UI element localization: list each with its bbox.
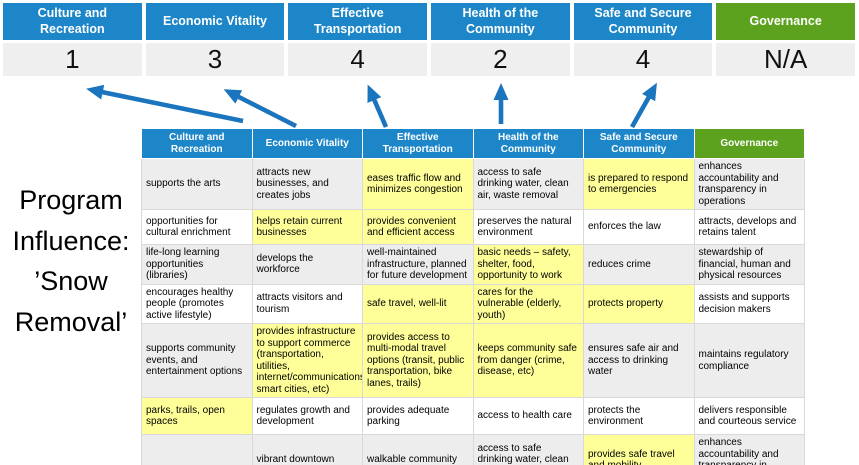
score-value-economic-vitality: 3 (145, 43, 285, 76)
matrix-cell-provides-adequate-parking: provides adequate parking (362, 397, 474, 435)
influence-arrow (86, 84, 244, 124)
matrix-cell-maintains-regulatory-compliance: maintains regulatory compliance (693, 323, 805, 398)
matrix-cell-safe-travel-well-lit: safe travel, well-lit (362, 283, 474, 324)
matrix-row: vibrant downtown walkable community access… (141, 434, 805, 465)
influence-arrow (629, 82, 657, 129)
scoreboard-header-health-of-the-community: Health of the Community (431, 3, 570, 40)
scoreboard-header-culture-and-recreation: Culture and Recreation (3, 3, 142, 40)
matrix-cell-delivers-responsible-and-courteous-servi: delivers responsible and courteous servi… (693, 397, 805, 435)
matrix-cell-basic-needs-safety-shelter-food-opportun: basic needs – safety, shelter, food, opp… (472, 244, 584, 285)
matrix-cell-parks-trails-open-spaces: parks, trails, open spaces (141, 397, 253, 435)
matrix-row: supports community events, and entertain… (141, 323, 805, 398)
matrix-cell-attracts-visitors-and-tourism: attracts visitors and tourism (251, 283, 363, 324)
program-label-line: Program (19, 185, 123, 215)
scoreboard-header-governance: Governance (716, 3, 855, 40)
matrix-cell-walkable-community: walkable community (362, 434, 474, 465)
matrix-cell-encourages-healthy-people-promotes-activ: encourages healthy people (promotes acti… (141, 283, 253, 324)
matrix-cell-is-prepared-to-respond-to-emergencies: is prepared to respond to emergencies (583, 158, 695, 210)
score-value-health-of-the-community: 2 (431, 43, 570, 76)
matrix-cell-protects-the-environment: protects the environment (583, 397, 695, 435)
matrix-cell-assists-and-supports-decision-makers: assists and supports decision makers (693, 283, 805, 324)
matrix-cell-ensures-safe-air-and-access-to-drinking-: ensures safe air and access to drinking … (583, 323, 695, 398)
matrix-cell-develops-the-workforce: develops the workforce (251, 244, 363, 285)
matrix-cell-opportunities-for-cultural-enrichment: opportunities for cultural enrichment (141, 209, 253, 245)
program-influence-label: Program Influence: ’Snow Removal’ (2, 180, 140, 342)
matrix-row: opportunities for cultural enrichment hel… (141, 209, 805, 245)
matrix-row: parks, trails, open spaces regulates grow… (141, 397, 805, 435)
matrix-cell-access-to-health-care: access to health care (472, 397, 584, 435)
matrix-header-effective-transportation: Effective Transportation (362, 128, 474, 159)
matrix-cell-empty (141, 434, 253, 465)
matrix-header-economic-vitality: Economic Vitality (251, 128, 363, 159)
influence-arrow (367, 84, 389, 128)
matrix-cell-supports-community-events-and-entertainm: supports community events, and entertain… (141, 323, 253, 398)
matrix-cell-provides-safe-travel-and-mobility: provides safe travel and mobility (583, 434, 695, 465)
matrix-cell-access-to-safe-drinking-water-clean-air-: access to safe drinking water, clean air… (472, 158, 584, 210)
matrix-cell-supports-the-arts: supports the arts (141, 158, 253, 210)
matrix-cell-eases-traffic-flow-and-minimizes-congest: eases traffic flow and minimizes congest… (362, 158, 474, 210)
matrix-header-health-of-the-community: Health of the Community (472, 128, 584, 159)
matrix-cell-attracts-new-businesses-and-creates-jobs: attracts new businesses, and creates job… (251, 158, 363, 210)
program-label-line: ’Snow (34, 266, 108, 296)
matrix-cell-reduces-crime: reduces crime (583, 244, 695, 285)
score-value-governance: N/A (716, 43, 855, 76)
scoreboard-header-band: Culture and Recreation Economic Vitality E… (3, 3, 855, 40)
matrix-header-row: Culture and Recreation Economic Vitality E… (141, 128, 805, 159)
matrix-header-safe-and-secure-community: Safe and Secure Community (583, 128, 695, 159)
score-value-culture-and-recreation: 1 (3, 43, 142, 76)
scoreboard-header-economic-vitality: Economic Vitality (145, 3, 285, 40)
matrix-row: supports the arts attracts new businesses… (141, 158, 805, 210)
scoreboard-header-effective-transportation: Effective Transportation (288, 3, 427, 40)
matrix-cell-life-long-learning-opportunities-librari: life-long learning opportunities (librar… (141, 244, 253, 285)
matrix-cell-provides-access-to-multi-modal-travel-op: provides access to multi-modal travel op… (362, 323, 474, 398)
matrix-cell-regulates-growth-and-development: regulates growth and development (251, 397, 363, 435)
matrix-row: life-long learning opportunities (librar… (141, 244, 805, 285)
influence-matrix: Culture and Recreation Economic Vitality E… (141, 128, 805, 465)
score-value-safe-and-secure-community: 4 (573, 43, 713, 76)
matrix-cell-stewardship-of-financial-human-and-physi: stewardship of financial, human and phys… (693, 244, 805, 285)
matrix-cell-provides-convenient-and-efficient-access: provides convenient and efficient access (362, 209, 474, 245)
scoreboard-header-safe-and-secure-community: Safe and Secure Community (573, 3, 713, 40)
matrix-cell-enhances-accountability-and-transparency: enhances accountability and transparency… (693, 434, 805, 465)
matrix-cell-preserves-the-natural-environment: preserves the natural environment (472, 209, 584, 245)
matrix-cell-provides-infrastructure-to-support-comme: provides infrastructure to support comme… (251, 323, 363, 398)
matrix-row: encourages healthy people (promotes acti… (141, 283, 805, 324)
matrix-header-governance: Governance (693, 128, 805, 159)
matrix-body: supports the arts attracts new businesses… (141, 158, 805, 465)
influence-arrow (223, 89, 298, 129)
matrix-cell-well-maintained-infrastructure-planned-f: well-maintained infrastructure, planned … (362, 244, 474, 285)
scoreboard-score-band: 1 3 4 2 4 N/A (3, 43, 855, 76)
matrix-cell-enforces-the-law: enforces the law (583, 209, 695, 245)
program-label-line: Influence: (12, 225, 130, 256)
matrix-cell-vibrant-downtown: vibrant downtown (251, 434, 363, 465)
matrix-cell-keeps-community-safe-from-danger-crime-d: keeps community safe from danger (crime,… (472, 323, 584, 398)
matrix-cell-attracts-develops-and-retains-talent: attracts, develops and retains talent (693, 209, 805, 245)
matrix-cell-helps-retain-current-businesses: helps retain current businesses (251, 209, 363, 245)
score-value-effective-transportation: 4 (288, 43, 427, 76)
matrix-cell-cares-for-the-vulnerable-elderly-youth: cares for the vulnerable (elderly, youth… (472, 283, 584, 324)
matrix-cell-access-to-safe-drinking-water-clean-air-: access to safe drinking water, clean air… (472, 434, 584, 465)
matrix-cell-enhances-accountability-and-transparency: enhances accountability and transparency… (693, 158, 805, 210)
matrix-header-culture-and-recreation: Culture and Recreation (141, 128, 253, 159)
influence-arrows (86, 82, 657, 129)
program-label-line: Removal’ (14, 306, 128, 337)
matrix-cell-protects-property: protects property (583, 283, 695, 324)
